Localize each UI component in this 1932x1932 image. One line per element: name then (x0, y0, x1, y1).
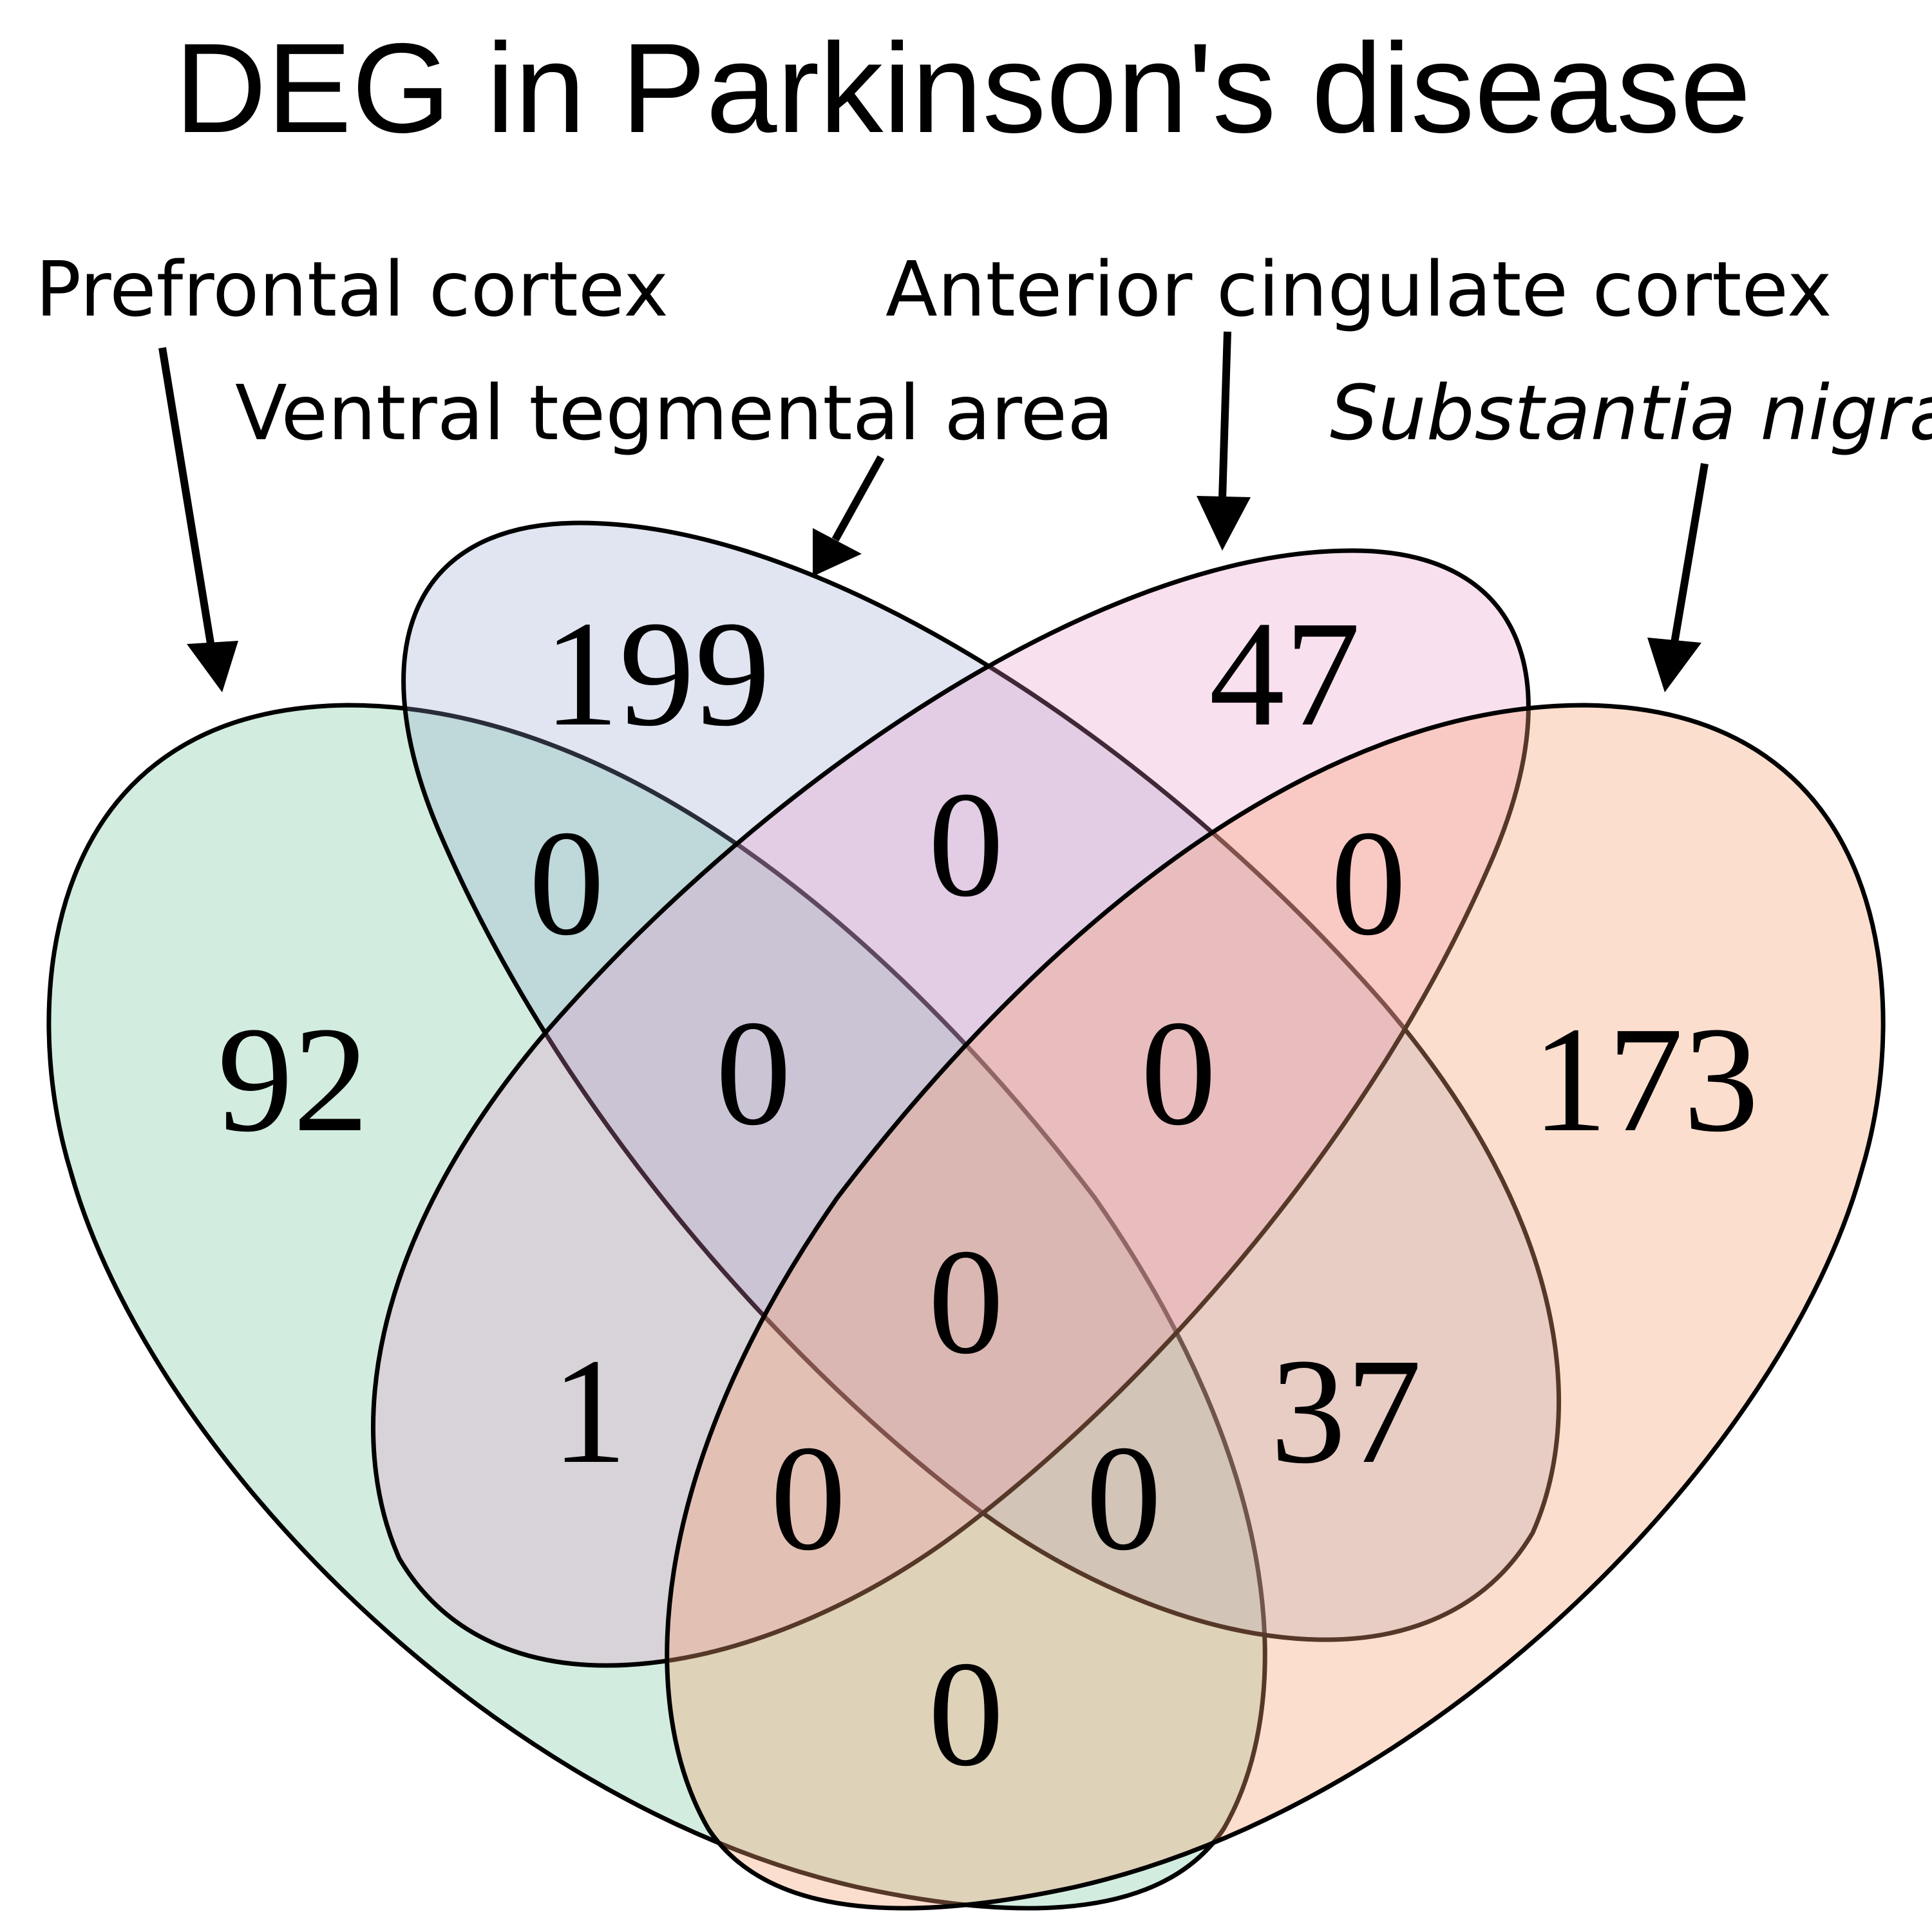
count-all-four: 0 (928, 1218, 1004, 1385)
count-ventral-anterior-substantia: 0 (1141, 989, 1217, 1157)
ventral-tegmental-area-ellipse (401, 520, 1561, 1642)
arrow-ventral-tegmental-area (813, 455, 885, 576)
set-anterior-cingulate-cortex (371, 548, 1531, 1668)
set-substantia-nigra (665, 703, 1886, 1911)
label-prefrontal-cortex: Prefrontal cortex (35, 245, 668, 334)
count-ventral-substantia: 37 (1271, 1327, 1422, 1495)
count-substantia-nigra-only: 173 (1532, 996, 1759, 1163)
count-anterior-cingulate-only: 47 (1209, 590, 1361, 757)
count-prefrontal-substantia: 0 (928, 1630, 1004, 1797)
count-prefrontal-ventral-substantia: 0 (1086, 1414, 1162, 1582)
substantia-nigra-ellipse (665, 703, 1886, 1911)
region-counts: 92 199 47 173 0 0 0 0 0 0 1 37 0 0 0 (218, 590, 1759, 1797)
label-substantia-nigra: Substantia nigra (1330, 368, 1932, 457)
count-ventral-tegmental-only: 199 (544, 590, 771, 757)
set-ventral-tegmental-area (401, 520, 1561, 1642)
arrow-prefrontal-cortex (158, 347, 238, 692)
prefrontal-cortex-ellipse (46, 703, 1267, 1911)
count-prefrontal-ventral-anterior: 0 (715, 989, 791, 1157)
label-ventral-tegmental-area: Ventral tegmental area (235, 368, 1113, 457)
set-prefrontal-cortex (46, 703, 1267, 1911)
count-prefrontal-anterior-substantia: 0 (770, 1414, 846, 1582)
count-prefrontal-ventral: 0 (529, 799, 605, 967)
count-prefrontal-anterior: 1 (551, 1327, 627, 1495)
diagram-title: DEG in Parkinson's disease (175, 17, 1751, 159)
arrow-anterior-cingulate-cortex (1197, 331, 1251, 551)
anterior-cingulate-cortex-ellipse (371, 548, 1531, 1668)
label-anterior-cingulate-cortex: Anterior cingulate cortex (886, 245, 1832, 334)
arrow-substantia-nigra (1647, 462, 1709, 692)
count-ventral-anterior: 0 (928, 761, 1004, 928)
count-prefrontal-only: 92 (218, 996, 369, 1163)
count-anterior-substantia: 0 (1331, 799, 1406, 967)
